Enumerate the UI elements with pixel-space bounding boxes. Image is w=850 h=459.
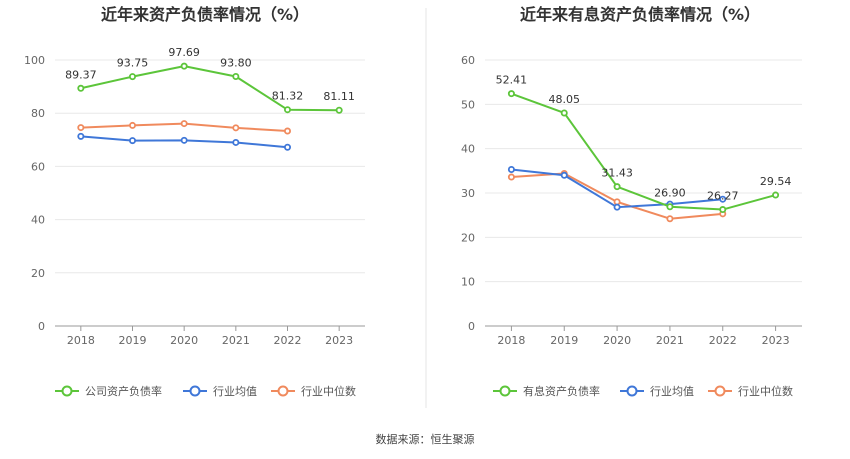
legend-item: 行业中位数 [708, 384, 793, 398]
y-tick-label: 20 [31, 267, 45, 280]
x-tick-label: 2019 [550, 334, 578, 347]
data-label: 26.27 [707, 190, 739, 203]
debt-ratio-chart: 近年来资产负债率情况（%） 0 20 40 60 80 100 2018 2019 2020 202… [24, 5, 365, 398]
data-point [613, 198, 621, 206]
data-label: 97.69 [168, 46, 200, 59]
data-point [335, 106, 343, 114]
data-point [613, 203, 621, 211]
data-point [666, 203, 674, 211]
data-point [560, 171, 568, 179]
data-point [232, 138, 240, 146]
legend-label: 有息资产负债率 [523, 384, 600, 398]
interest-bearing-debt-ratio-chart: 近年来有息资产负债率情况（%） 0 10 20 30 40 50 60 2018 2019 2020… [461, 5, 802, 398]
data-point [232, 72, 240, 80]
legend-marker [714, 385, 726, 397]
data-label: 48.05 [549, 93, 581, 106]
data-label: 81.32 [272, 90, 304, 103]
legend-item: 行业均值 [620, 385, 694, 398]
legend-label: 行业均值 [213, 385, 257, 398]
data-point [128, 137, 136, 145]
data-point [128, 121, 136, 129]
legend-label: 公司资产负债率 [85, 384, 162, 398]
legend-item: 行业中位数 [271, 384, 356, 398]
data-point [507, 166, 515, 174]
data-label: 31.43 [601, 167, 633, 180]
data-label: 81.11 [323, 90, 355, 103]
y-tick-label: 20 [461, 231, 475, 244]
x-tick-label: 2022 [709, 334, 737, 347]
legend-label: 行业中位数 [301, 384, 356, 398]
legend-marker [626, 385, 638, 397]
y-tick-label: 80 [31, 107, 45, 120]
x-tick-label: 2020 [603, 334, 631, 347]
x-tick-label: 2020 [170, 334, 198, 347]
data-point [180, 136, 188, 144]
legend-marker [277, 385, 289, 397]
chart-title: 近年来有息资产负债率情况（%） [520, 5, 760, 24]
x-tick-label: 2021 [656, 334, 684, 347]
x-tick-label: 2023 [325, 334, 353, 347]
data-point [283, 143, 291, 151]
series-line [511, 172, 723, 220]
legend-item: 有息资产负债率 [493, 384, 600, 398]
data-point [77, 124, 85, 132]
x-tick-label: 2023 [762, 334, 790, 347]
legend-marker [499, 385, 511, 397]
data-point [128, 73, 136, 81]
legend-label: 行业中位数 [738, 384, 793, 398]
y-tick-label: 0 [38, 320, 45, 333]
data-point [77, 84, 85, 92]
y-tick-label: 40 [31, 214, 45, 227]
legend-marker [61, 385, 73, 397]
series-line [511, 92, 776, 211]
data-point [77, 132, 85, 140]
data-point [180, 62, 188, 70]
data-label: 89.37 [65, 68, 97, 81]
data-label: 93.75 [117, 57, 149, 70]
legend-item: 行业均值 [183, 385, 257, 398]
y-tick-label: 50 [461, 98, 475, 111]
data-point [180, 120, 188, 128]
data-point [719, 206, 727, 214]
x-tick-label: 2022 [274, 334, 302, 347]
data-point [772, 191, 780, 199]
y-tick-label: 30 [461, 187, 475, 200]
x-tick-label: 2021 [222, 334, 250, 347]
data-point [232, 124, 240, 132]
y-tick-label: 60 [461, 54, 475, 67]
legend-item: 公司资产负债率 [55, 384, 162, 398]
data-point [560, 109, 568, 117]
data-label: 93.80 [220, 56, 252, 69]
y-tick-label: 10 [461, 276, 475, 289]
data-label: 52.41 [496, 74, 528, 87]
data-label: 26.90 [654, 187, 686, 200]
y-tick-label: 0 [468, 320, 475, 333]
data-point [719, 195, 727, 203]
y-tick-label: 100 [24, 54, 45, 67]
y-tick-label: 40 [461, 143, 475, 156]
chart-title: 近年来资产负债率情况（%） [101, 5, 309, 24]
data-point [507, 90, 515, 98]
source-label: 数据来源：恒生聚源 [376, 432, 475, 446]
data-point [283, 127, 291, 135]
data-point [283, 106, 291, 114]
data-point [666, 215, 674, 223]
series-line [80, 65, 340, 112]
x-tick-label: 2019 [119, 334, 147, 347]
data-label: 29.54 [760, 175, 792, 188]
y-tick-label: 60 [31, 160, 45, 173]
x-tick-label: 2018 [497, 334, 525, 347]
x-tick-label: 2018 [67, 334, 95, 347]
legend-label: 行业均值 [650, 385, 694, 398]
data-point [613, 183, 621, 191]
legend-marker [189, 385, 201, 397]
data-point [507, 173, 515, 181]
